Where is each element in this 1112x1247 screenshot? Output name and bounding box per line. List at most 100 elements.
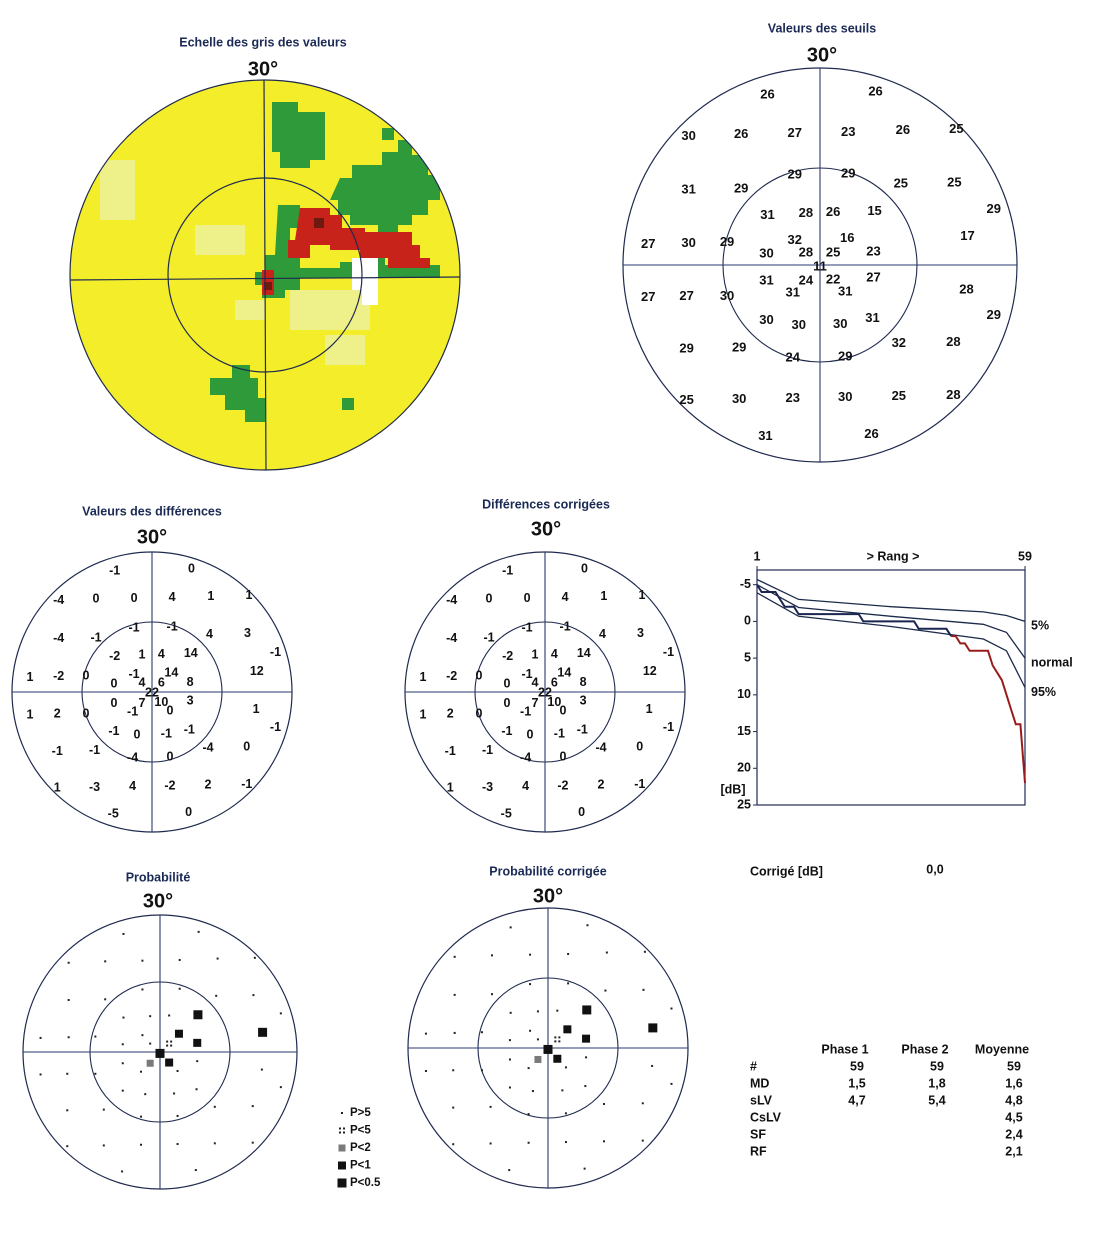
gray-scale-label: 30° bbox=[248, 58, 278, 80]
field-value: -1 bbox=[241, 777, 252, 791]
stats-value: 59 bbox=[850, 1059, 864, 1073]
probability-symbol bbox=[603, 1103, 605, 1105]
symbol-dot bbox=[554, 1036, 557, 1039]
field-value: 26 bbox=[864, 426, 878, 441]
symbol-dot bbox=[343, 1131, 345, 1134]
field-value: 0 bbox=[110, 676, 117, 690]
legend-symbol bbox=[337, 1178, 347, 1188]
field-value: 26 bbox=[868, 84, 882, 99]
field-value: 2 bbox=[205, 778, 212, 792]
probability-symbol bbox=[603, 1140, 605, 1143]
probability-symbol bbox=[583, 1167, 586, 1170]
field-value: 26 bbox=[896, 122, 910, 137]
probability-symbol bbox=[556, 1009, 559, 1012]
probability-symbol bbox=[452, 1069, 455, 1072]
probability-symbol bbox=[452, 1106, 455, 1109]
field-value: -2 bbox=[109, 649, 120, 663]
field-value: 2 bbox=[598, 778, 605, 792]
field-value: 30 bbox=[833, 316, 847, 331]
y-tick-label: 10 bbox=[737, 687, 751, 701]
field-value: 28 bbox=[946, 387, 960, 402]
probability-symbol bbox=[585, 1056, 588, 1059]
corrected-differences-scale: 30° bbox=[531, 518, 561, 540]
probability-symbol bbox=[508, 1039, 511, 1042]
probability-symbol bbox=[670, 1082, 673, 1085]
probability-symbol bbox=[536, 1038, 539, 1041]
probability-symbol bbox=[193, 1038, 202, 1047]
probability-symbol bbox=[508, 1058, 511, 1061]
legend-symbol bbox=[341, 1112, 343, 1114]
thresholds-scale: 30° bbox=[807, 44, 837, 66]
stats-value: 1,8 bbox=[928, 1076, 945, 1090]
probability-symbol bbox=[178, 958, 181, 961]
field-value: 31 bbox=[785, 285, 799, 300]
field-value: 10 bbox=[547, 695, 561, 709]
probability-symbol bbox=[121, 1043, 124, 1046]
curve bbox=[756, 578, 1026, 623]
blind-spot bbox=[352, 258, 378, 305]
probability-symbol bbox=[141, 959, 144, 962]
field-value: 0 bbox=[524, 591, 531, 605]
field-value: 1 bbox=[26, 670, 33, 684]
probability-symbol bbox=[176, 1069, 179, 1072]
field-value: -1 bbox=[128, 620, 139, 634]
field-value: 1 bbox=[600, 589, 607, 603]
corrected-differences-title: Différences corrigées bbox=[482, 497, 610, 511]
probability-symbol bbox=[140, 1070, 143, 1073]
field-value: 25 bbox=[947, 175, 961, 190]
probability-symbol bbox=[196, 1060, 199, 1063]
field-value: 22 bbox=[826, 272, 840, 287]
probability-symbol bbox=[104, 960, 107, 963]
legend-symbol bbox=[339, 1127, 345, 1134]
legend-label: P<5 bbox=[350, 1125, 371, 1137]
x-axis-label: > Rang > bbox=[867, 549, 920, 563]
probability-symbol bbox=[567, 952, 570, 955]
field-value: 24 bbox=[799, 273, 814, 288]
probability-title: Probabilité bbox=[126, 870, 191, 884]
green-patches bbox=[210, 102, 440, 422]
probability-symbol bbox=[584, 1085, 587, 1088]
probability-symbol bbox=[567, 982, 570, 985]
curve bbox=[756, 592, 1026, 688]
stats-value: 2,1 bbox=[1005, 1144, 1022, 1158]
probability-symbol bbox=[604, 989, 607, 992]
probability-symbol bbox=[67, 961, 70, 964]
field-value: 15 bbox=[867, 203, 881, 218]
field-value: 1 bbox=[54, 781, 61, 795]
field-value: -1 bbox=[521, 620, 532, 634]
probability-symbol bbox=[508, 1169, 511, 1172]
probability-symbol bbox=[168, 1014, 171, 1017]
probability-symbol bbox=[641, 1102, 644, 1105]
probability-symbol bbox=[509, 926, 512, 929]
probability-symbol bbox=[166, 1040, 173, 1047]
field-value: 2 bbox=[447, 707, 454, 721]
field-value: 4 bbox=[158, 647, 165, 661]
probability-symbol bbox=[605, 951, 608, 954]
field-value: 27 bbox=[641, 289, 655, 304]
symbol-dot bbox=[166, 1040, 169, 1043]
probability-symbol bbox=[176, 1143, 179, 1146]
field-value: -1 bbox=[663, 645, 674, 659]
probability-symbol bbox=[529, 1029, 532, 1032]
field-value: 29 bbox=[838, 348, 852, 363]
field-value: 14 bbox=[164, 666, 178, 680]
probability-symbol bbox=[529, 953, 532, 956]
field-value: 28 bbox=[946, 334, 960, 349]
probability-symbol bbox=[149, 1015, 152, 1018]
probability-symbol bbox=[509, 1011, 512, 1014]
field-value: 27 bbox=[679, 288, 693, 303]
probability-symbol bbox=[260, 1068, 263, 1071]
probability-symbol bbox=[543, 1044, 553, 1054]
probability-symbol bbox=[121, 1089, 124, 1092]
field-value: 29 bbox=[987, 201, 1001, 216]
probability-symbol bbox=[554, 1036, 561, 1043]
field-value: 26 bbox=[760, 87, 774, 102]
probability-symbol bbox=[529, 983, 532, 986]
field-value: 1 bbox=[26, 707, 33, 721]
stats-header: Phase 1 bbox=[821, 1042, 868, 1056]
field-value: -2 bbox=[557, 778, 568, 792]
field-value: 7 bbox=[138, 696, 145, 710]
probability-symbol bbox=[582, 1034, 591, 1043]
probability-symbol bbox=[527, 1141, 530, 1144]
stats-row-label: CsLV bbox=[750, 1110, 782, 1124]
